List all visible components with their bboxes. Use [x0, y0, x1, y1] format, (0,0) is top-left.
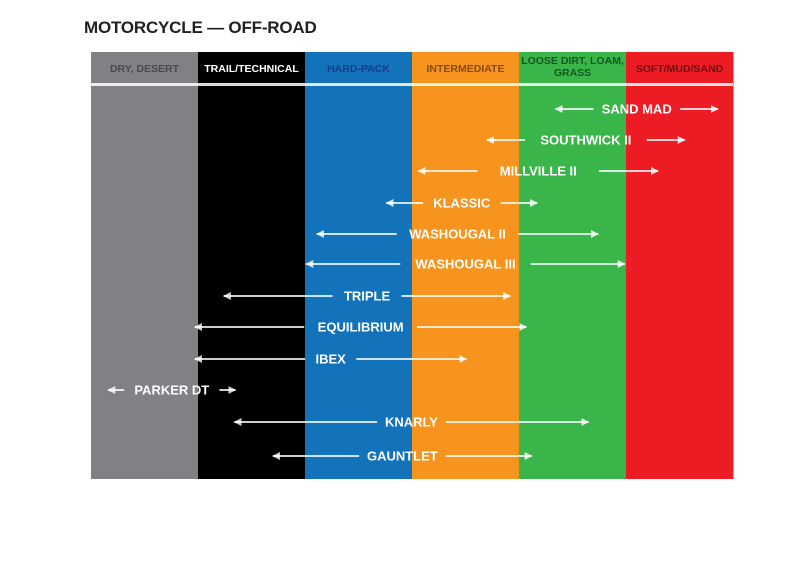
- column-header: SOFT/MUD/SAND: [636, 63, 724, 75]
- tire-range: EQUILIBRIUM: [193, 320, 528, 335]
- tire-label: KLASSIC: [433, 196, 491, 211]
- tire-range: GAUNTLET: [272, 449, 533, 464]
- column-1: [198, 52, 306, 479]
- column-2: [305, 52, 413, 479]
- column-header: HARD-PACK: [327, 63, 390, 75]
- chart-title: MOTORCYCLE — OFF-ROAD: [84, 18, 317, 37]
- column-header: INTERMEDIATE: [427, 63, 505, 75]
- column-header: LOOSE DIRT, LOAM, GRASS: [521, 55, 624, 79]
- column-3: [412, 52, 520, 479]
- tire-range: WASHOUGAL II: [315, 227, 599, 242]
- tire-range: TRIPLE: [222, 289, 512, 304]
- tire-range: KNARLY: [233, 415, 590, 430]
- tire-label: KNARLY: [385, 415, 438, 430]
- tire-label: PARKER DT: [134, 383, 209, 398]
- tire-range: IBEX: [193, 352, 468, 367]
- tire-label: SAND MAD: [602, 102, 672, 117]
- tire-range: SOUTHWICK II: [486, 133, 686, 148]
- tire-label: IBEX: [316, 352, 347, 367]
- tire-range: MILLVILLE II: [417, 164, 659, 179]
- tire-range: SAND MAD: [554, 102, 719, 117]
- tire-range: KLASSIC: [385, 196, 538, 211]
- column-5: [626, 52, 734, 479]
- column-0: [91, 52, 199, 479]
- tire-label: SOUTHWICK II: [540, 133, 631, 148]
- tire-label: MILLVILLE II: [500, 164, 577, 179]
- tire-label: GAUNTLET: [367, 449, 438, 464]
- header-divider: [91, 83, 733, 86]
- tire-label: EQUILIBRIUM: [318, 320, 404, 335]
- tire-range: PARKER DT: [107, 383, 237, 398]
- tire-label: TRIPLE: [344, 289, 391, 304]
- tire-range: WASHOUGAL III: [305, 257, 626, 272]
- column-4: [519, 52, 627, 479]
- column-header: DRY, DESERT: [110, 63, 180, 75]
- tire-label: WASHOUGAL II: [409, 227, 506, 242]
- tire-label: WASHOUGAL III: [415, 257, 515, 272]
- column-header: TRAIL/TECHNICAL: [204, 63, 299, 75]
